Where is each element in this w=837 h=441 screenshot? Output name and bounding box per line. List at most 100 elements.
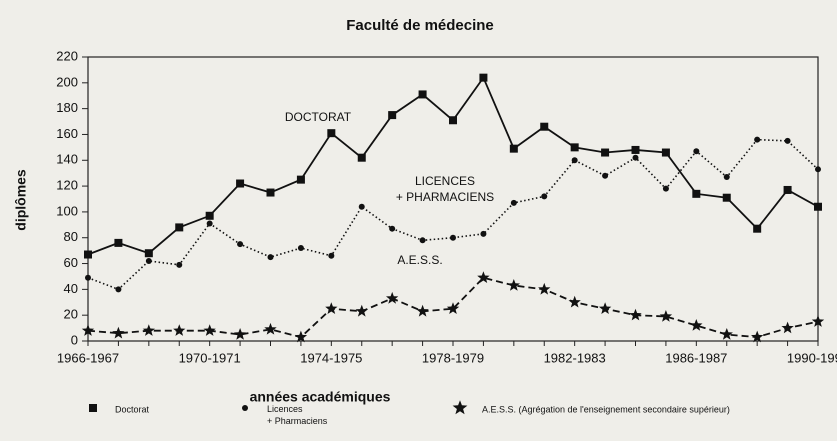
marker bbox=[479, 73, 488, 82]
marker bbox=[751, 330, 764, 343]
marker bbox=[693, 148, 700, 155]
marker bbox=[84, 250, 92, 259]
marker bbox=[753, 224, 762, 233]
annotation: LICENCES bbox=[415, 174, 475, 188]
marker bbox=[114, 238, 123, 247]
marker bbox=[480, 230, 487, 237]
marker bbox=[662, 185, 669, 192]
y-tick-label: 60 bbox=[64, 255, 78, 270]
marker bbox=[632, 154, 639, 161]
marker bbox=[144, 249, 153, 258]
marker bbox=[602, 172, 609, 179]
x-tick-label: 1990-1991 bbox=[787, 350, 837, 365]
y-tick-label: 200 bbox=[56, 74, 78, 89]
marker bbox=[233, 328, 247, 340]
marker bbox=[723, 174, 730, 181]
x-tick-label: 1970-1971 bbox=[179, 350, 241, 365]
marker bbox=[325, 302, 338, 314]
marker bbox=[328, 252, 335, 259]
marker bbox=[176, 261, 183, 268]
marker bbox=[541, 193, 548, 200]
marker bbox=[784, 137, 791, 144]
marker bbox=[811, 315, 825, 327]
marker bbox=[355, 304, 368, 317]
marker bbox=[629, 308, 642, 321]
marker bbox=[720, 328, 733, 340]
marker bbox=[294, 330, 308, 343]
marker bbox=[631, 145, 640, 154]
marker bbox=[783, 185, 792, 194]
marker bbox=[418, 90, 427, 99]
marker bbox=[509, 144, 518, 153]
marker bbox=[452, 400, 468, 415]
marker bbox=[358, 203, 365, 210]
marker bbox=[85, 274, 91, 281]
marker bbox=[267, 254, 274, 261]
marker bbox=[416, 304, 429, 317]
y-tick-label: 140 bbox=[56, 152, 78, 167]
marker bbox=[389, 225, 396, 232]
y-tick-label: 80 bbox=[64, 229, 78, 244]
y-tick-label: 20 bbox=[64, 307, 78, 322]
marker bbox=[815, 166, 821, 173]
legend-label: Doctorat bbox=[115, 404, 150, 414]
marker bbox=[814, 202, 822, 211]
legend-label: A.E.S.S. (Agrégation de l'enseignement s… bbox=[482, 404, 730, 414]
x-axis-label: années académiques bbox=[250, 389, 391, 405]
marker bbox=[242, 405, 248, 411]
marker bbox=[89, 404, 97, 412]
series-line bbox=[87, 75, 819, 256]
marker bbox=[570, 143, 579, 152]
y-tick-label: 40 bbox=[64, 281, 78, 296]
annotation: + PHARMACIENS bbox=[396, 190, 494, 204]
marker bbox=[450, 234, 456, 241]
marker bbox=[446, 302, 460, 314]
legend-label: Licences + Pharmaciens bbox=[267, 404, 328, 426]
marker bbox=[206, 220, 213, 227]
marker bbox=[538, 282, 551, 295]
chart-title: Faculté de médecine bbox=[346, 17, 494, 34]
marker bbox=[386, 291, 399, 304]
marker bbox=[296, 175, 305, 184]
marker bbox=[142, 324, 155, 336]
y-tick-label: 180 bbox=[56, 100, 78, 115]
y-tick-label: 160 bbox=[56, 126, 78, 141]
y-tick-label: 120 bbox=[56, 178, 78, 193]
marker bbox=[568, 295, 581, 308]
marker bbox=[112, 326, 125, 339]
marker bbox=[81, 324, 95, 336]
marker bbox=[690, 319, 703, 331]
x-tick-label: 1974-1975 bbox=[300, 350, 362, 365]
marker bbox=[175, 223, 184, 232]
x-tick-label: 1966-1967 bbox=[57, 350, 119, 365]
marker bbox=[357, 153, 366, 162]
x-tick-label: 1978-1979 bbox=[422, 350, 484, 365]
x-tick-label: 1982-1983 bbox=[544, 350, 606, 365]
marker bbox=[692, 189, 701, 198]
marker bbox=[237, 241, 244, 248]
marker bbox=[507, 279, 520, 291]
marker bbox=[510, 199, 517, 206]
marker bbox=[205, 211, 214, 220]
marker bbox=[571, 157, 578, 164]
marker bbox=[754, 136, 761, 143]
series-line bbox=[87, 138, 819, 291]
marker bbox=[173, 324, 186, 336]
y-tick-label: 100 bbox=[56, 203, 78, 218]
marker bbox=[540, 122, 549, 131]
y-tick-label: 0 bbox=[71, 332, 78, 347]
marker bbox=[477, 271, 490, 283]
marker bbox=[661, 148, 670, 157]
marker bbox=[327, 129, 336, 138]
marker bbox=[598, 302, 612, 314]
marker bbox=[297, 245, 304, 252]
marker bbox=[722, 193, 731, 202]
annotation: DOCTORAT bbox=[285, 110, 352, 124]
y-axis-label: diplômes bbox=[13, 169, 29, 231]
marker bbox=[388, 111, 397, 120]
marker bbox=[449, 116, 457, 125]
marker bbox=[781, 321, 794, 334]
annotation: A.E.S.S. bbox=[397, 253, 442, 267]
marker bbox=[266, 188, 275, 197]
